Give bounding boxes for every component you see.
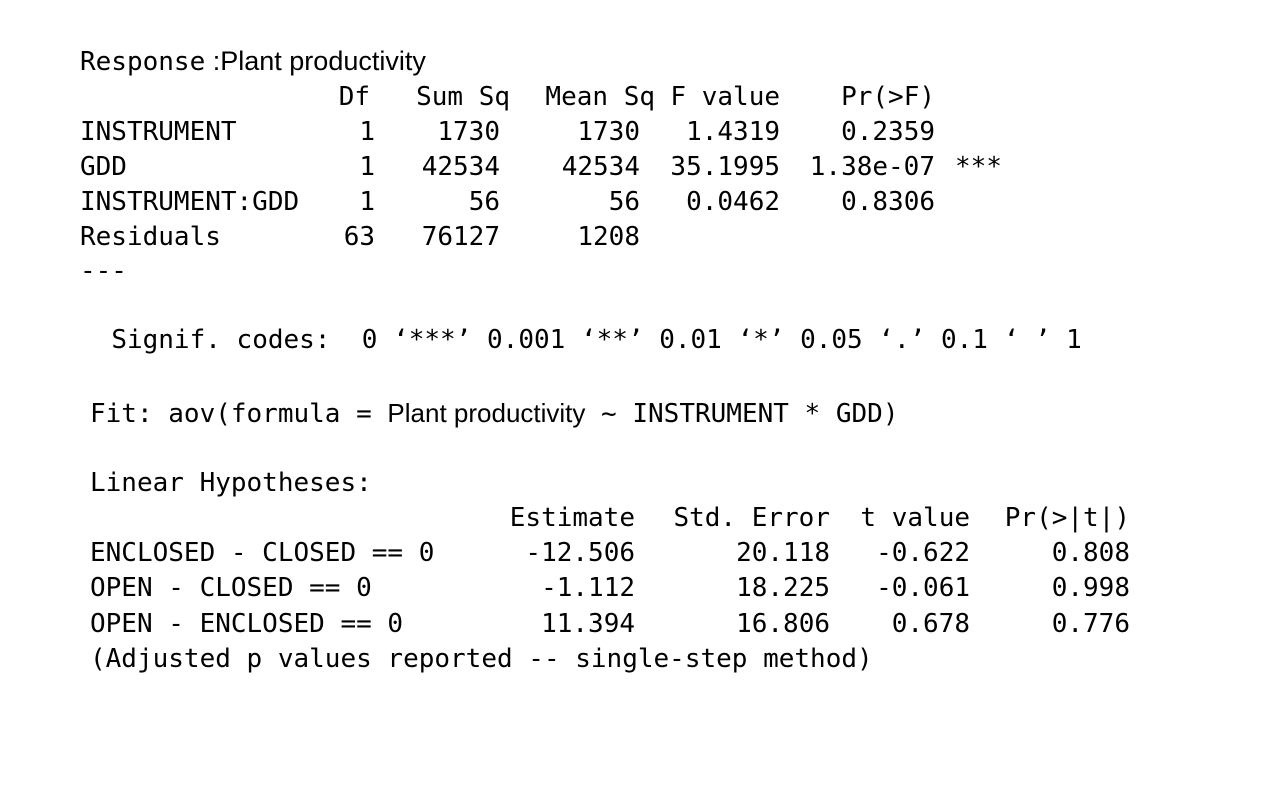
fit-suffix: ~ INSTRUMENT * GDD) [585,399,899,429]
hypothesis-label: OPEN - ENCLOSED == 0 [90,609,404,639]
anova-sum-sq: 42534 [421,152,500,182]
anova-header-df: Df [338,82,370,112]
hypothesis-estimate: 11.394 [541,609,635,639]
anova-mean-sq: 1208 [577,222,640,252]
lh-header-row: Estimate Std. Error t value Pr(>|t|) [90,501,1140,535]
response-line: Response :Plant productivity [80,44,426,78]
anova-f-value: 0.0462 [686,187,780,217]
anova-header-sum-sq: Sum Sq [416,82,510,112]
hypothesis-estimate: -12.506 [525,538,635,568]
hypothesis-std-error: 18.225 [736,573,830,603]
hypothesis-std-error: 16.806 [736,609,830,639]
lh-header-std-error: Std. Error [673,503,830,533]
signif-codes-line: Signif. codes: 0 ‘***’ 0.001 ‘**’ 0.01 ‘… [80,289,1082,355]
anova-df: 1 [359,117,375,147]
fit-line: Fit: aov(formula = Plant productivity ~ … [90,396,898,430]
hypothesis-row: OPEN - CLOSED == 0 -1.112 18.225 -0.061 … [90,571,1140,605]
hypothesis-t-value: -0.061 [876,573,970,603]
hypothesis-label: OPEN - CLOSED == 0 [90,573,372,603]
anova-sum-sq: 1730 [437,117,500,147]
linear-hypotheses-title: Linear Hypotheses: [90,468,372,498]
anova-sum-sq: 76127 [421,222,500,252]
anova-sum-sq: 56 [468,187,500,217]
response-colon: : [205,46,221,76]
response-label: Response [80,47,206,77]
hypothesis-estimate: -1.112 [541,573,635,603]
hypothesis-p-value: 0.998 [1051,573,1130,603]
anova-mean-sq: 42534 [561,152,640,182]
anova-signif: *** [955,152,1002,182]
anova-header-pr-f: Pr(>F) [841,82,935,112]
hypothesis-row: ENCLOSED - CLOSED == 0 -12.506 20.118 -0… [90,536,1140,570]
lh-header-pr-t: Pr(>|t|) [1004,503,1130,533]
anova-header-row: Df Sum Sq Mean Sq F value Pr(>F) [80,80,960,114]
signif-codes-label: Signif. codes: [111,325,331,355]
hypothesis-p-value: 0.776 [1051,609,1130,639]
anova-df: 1 [359,187,375,217]
response-value: Plant productivity [220,46,426,76]
anova-header-f-value: F value [670,82,780,112]
anova-row: INSTRUMENT 1 1730 1730 1.4319 0.2359 [80,115,1040,149]
hypothesis-t-value: -0.622 [876,538,970,568]
separator-line: --- [80,256,127,286]
hypothesis-row: OPEN - ENCLOSED == 0 11.394 16.806 0.678… [90,607,1140,641]
anova-p-value: 1.38e-07 [809,152,935,182]
hypothesis-label: ENCLOSED - CLOSED == 0 [90,538,435,568]
anova-term: Residuals [80,222,221,252]
anova-df: 63 [343,222,375,252]
lh-header-t-value: t value [860,503,970,533]
anova-df: 1 [359,152,375,182]
anova-f-value: 1.4319 [686,117,780,147]
anova-row: Residuals 63 76127 1208 [80,220,1040,254]
hypothesis-t-value: 0.678 [891,609,970,639]
lh-header-estimate: Estimate [509,503,635,533]
anova-row: INSTRUMENT:GDD 1 56 56 0.0462 0.8306 [80,185,1040,219]
hypothesis-std-error: 20.118 [736,538,830,568]
signif-codes-values: 0 ‘***’ 0.001 ‘**’ 0.01 ‘*’ 0.05 ‘.’ 0.1… [361,325,1082,355]
anova-term: INSTRUMENT [80,117,237,147]
hypothesis-p-value: 0.808 [1051,538,1130,568]
anova-term: INSTRUMENT:GDD [80,187,300,217]
fit-response: Plant productivity [387,398,586,428]
anova-p-value: 0.2359 [841,117,935,147]
adjusted-p-note: (Adjusted p values reported -- single-st… [90,644,873,674]
anova-term: GDD [80,152,127,182]
fit-prefix: Fit: aov(formula = [90,399,388,429]
anova-f-value: 35.1995 [670,152,780,182]
anova-p-value: 0.8306 [841,187,935,217]
anova-mean-sq: 1730 [577,117,640,147]
anova-mean-sq: 56 [608,187,640,217]
anova-row: GDD 1 42534 42534 35.1995 1.38e-07 *** [80,150,1040,184]
anova-header-mean-sq: Mean Sq [545,82,655,112]
